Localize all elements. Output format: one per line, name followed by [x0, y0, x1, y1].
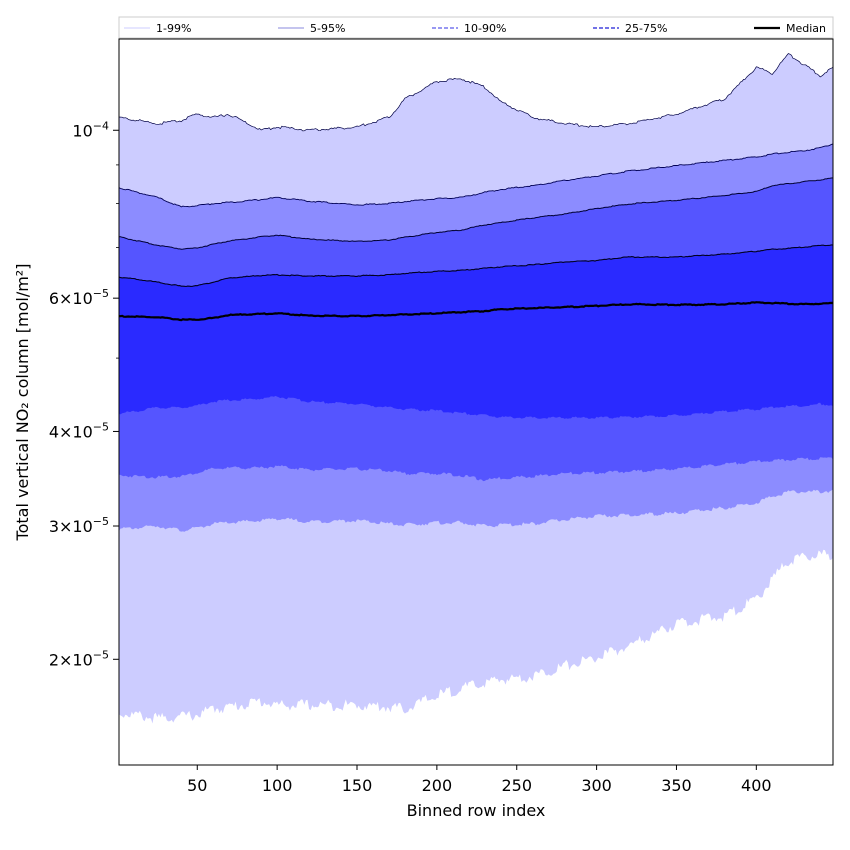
bands-layer — [119, 53, 833, 724]
x-tick-label: 200 — [422, 776, 453, 795]
x-tick-label: 250 — [501, 776, 532, 795]
x-tick-label: 150 — [342, 776, 373, 795]
band-25-75pct — [119, 244, 833, 419]
plot-frame — [118, 38, 834, 766]
legend: 1-99% 5-95% 10-90% 25-75% Median — [118, 16, 834, 39]
line-90pct — [119, 177, 834, 250]
legend-label: 25-75% — [625, 22, 667, 35]
legend-label: 5-95% — [310, 22, 345, 35]
x-tick-label: 100 — [262, 776, 293, 795]
y-axis: 2×10−5 3×10−5 4×10−5 6×10−5 10−4 — [49, 119, 119, 669]
percentile-lines-layer — [118, 53, 834, 322]
legend-label: 10-90% — [464, 22, 506, 35]
line-99pct — [118, 53, 834, 132]
line-median — [118, 301, 834, 322]
legend-label: Median — [786, 22, 826, 35]
legend-box — [118, 16, 834, 39]
y-tick-label: 3×10−5 — [49, 515, 109, 536]
line-95pct — [118, 143, 834, 208]
y-tick-label: 10−4 — [72, 119, 109, 140]
legend-label: 1-99% — [156, 22, 191, 35]
x-tick-label: 300 — [581, 776, 612, 795]
y-tick-label: 6×10−5 — [49, 287, 109, 308]
x-axis: 50 100 150 200 250 300 350 400 — [187, 765, 772, 795]
x-tick-label: 350 — [661, 776, 692, 795]
line-75pct — [118, 244, 834, 288]
y-tick-label: 2×10−5 — [49, 648, 109, 669]
y-tick-label: 4×10−5 — [49, 420, 109, 441]
x-axis-label: Binned row index — [407, 801, 546, 820]
y-axis-label: Total vertical NO₂ column [mol/m²] — [13, 264, 32, 542]
x-tick-label: 400 — [741, 776, 772, 795]
x-tick-label: 50 — [187, 776, 207, 795]
